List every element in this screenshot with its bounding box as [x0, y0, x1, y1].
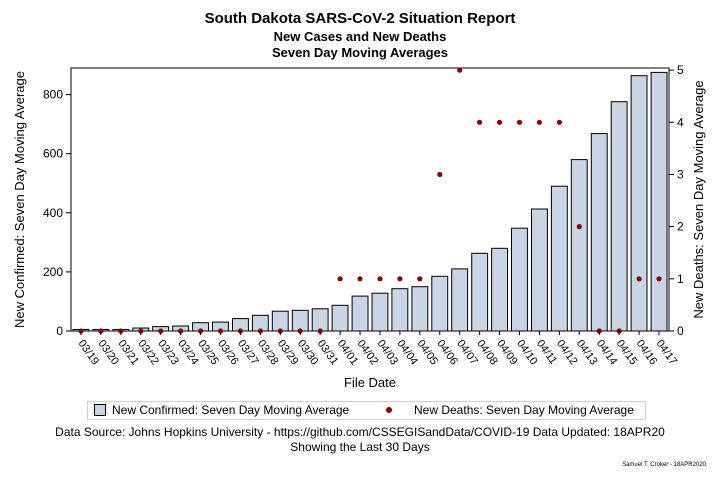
x-tick-label: 04/11: [534, 338, 559, 367]
x-tick-label: 04/17: [654, 338, 680, 367]
bar-cases-03-29: [271, 310, 289, 332]
chart-legend: New Confirmed: Seven Day Moving Average …: [87, 401, 646, 420]
bar-cases-04-09: [491, 247, 509, 332]
legend-swatch-cases: [94, 404, 106, 416]
point-deaths-04-01: [337, 276, 343, 282]
y2-tick-label: 2: [677, 220, 684, 234]
bar-cases-04-08: [471, 252, 489, 332]
bar-cases-03-30: [291, 309, 309, 332]
point-deaths-04-11: [536, 119, 543, 125]
legend-marker-deaths: [386, 407, 392, 413]
point-deaths-04-04: [397, 276, 403, 282]
bar-cases-04-16: [630, 75, 648, 332]
legend-label-cases: New Confirmed: Seven Day Moving Average: [112, 403, 350, 417]
y-tick-label: 200: [43, 265, 63, 279]
bar-cases-04-06: [431, 275, 449, 332]
y2-tick-label: 3: [677, 167, 684, 181]
author-credit: Samuel T. Croker - 18APR2020: [622, 462, 706, 468]
y2-tick-label: 1: [677, 272, 684, 286]
bar-cases-04-13: [570, 159, 588, 332]
bar-cases-03-31: [311, 308, 329, 332]
bar-cases-04-07: [451, 268, 469, 332]
bar-cases-04-10: [511, 227, 528, 332]
legend-item-deaths: New Deaths: Seven Day Moving Average: [384, 403, 634, 417]
bar-cases-04-05: [411, 286, 429, 332]
y-tick-label: 400: [43, 206, 63, 220]
bar-cases-04-12: [550, 185, 568, 332]
chart-canvas: 020040060080001234503/1903/2003/2103/220…: [12, 63, 706, 390]
point-deaths-04-02: [357, 276, 363, 282]
point-deaths-04-13: [576, 224, 582, 230]
point-deaths-04-10: [516, 119, 523, 125]
point-deaths-04-05: [417, 276, 423, 282]
point-deaths-04-16: [636, 276, 642, 282]
bar-cases-04-17: [650, 71, 668, 332]
bar-cases-04-04: [391, 288, 409, 332]
bar-cases-04-14: [590, 133, 608, 332]
bar-cases-04-01: [331, 304, 349, 332]
y-tick-label: 0: [56, 324, 63, 338]
point-deaths-04-17: [656, 276, 662, 282]
point-deaths-04-09: [497, 119, 503, 125]
y2-axis-title: New Deaths: Seven Day Moving Average: [691, 80, 706, 318]
legend-label-deaths: New Deaths: Seven Day Moving Average: [414, 403, 634, 417]
y2-tick-label: 0: [677, 324, 684, 338]
chart-title: South Dakota SARS-CoV-2 Situation Report: [204, 10, 516, 27]
x-axis-title: File Date: [344, 375, 396, 390]
point-deaths-04-07: [457, 67, 463, 73]
point-deaths-04-06: [437, 171, 443, 178]
bar-cases-04-15: [610, 101, 628, 332]
bar-cases-04-03: [371, 292, 389, 332]
y-axis-title: New Confirmed: Seven Day Moving Average: [12, 71, 27, 328]
date-range-note: Showing the Last 30 Days: [290, 440, 430, 454]
plot-frame: [70, 67, 670, 332]
bar-cases-04-02: [351, 295, 369, 332]
y2-tick-label: 5: [677, 63, 684, 77]
y2-tick-label: 4: [677, 115, 684, 129]
bar-cases-04-11: [531, 208, 548, 332]
chart-subtitle-2: Seven Day Moving Averages: [271, 45, 449, 60]
legend-item-cases: New Confirmed: Seven Day Moving Average: [94, 403, 349, 417]
y-tick-label: 800: [43, 88, 63, 102]
point-deaths-04-03: [377, 276, 383, 282]
y-tick-label: 600: [43, 147, 63, 161]
chart-subtitle-1: New Cases and New Deaths: [273, 29, 447, 44]
data-source-note: Data Source: Johns Hopkins University - …: [55, 425, 665, 439]
point-deaths-04-12: [556, 119, 563, 125]
point-deaths-04-08: [477, 119, 483, 125]
